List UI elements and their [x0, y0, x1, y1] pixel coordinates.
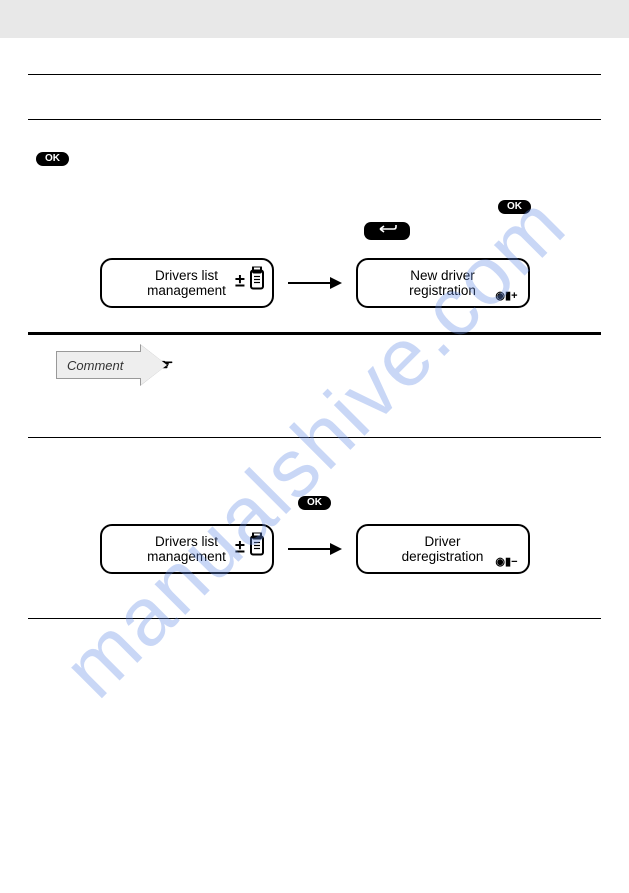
node-deregistration: Driver deregistration ◉▮− — [356, 524, 530, 574]
svg-text:±: ± — [235, 271, 245, 291]
divider — [28, 119, 601, 120]
arrow-icon — [288, 277, 342, 289]
card-plus-icon: ◉▮+ — [495, 289, 517, 302]
ok-button[interactable]: OK — [498, 200, 531, 214]
header-bar — [0, 0, 629, 38]
node-label: Driver deregistration — [402, 534, 484, 565]
node-label: New driver registration — [409, 268, 476, 299]
node-drivers-list: Drivers list management ± — [100, 258, 274, 308]
ok-row-top: OK — [36, 150, 601, 168]
text: management — [147, 283, 226, 298]
node-drivers-list: Drivers list management ± — [100, 524, 274, 574]
arrow-icon — [288, 543, 342, 555]
divider-thick — [28, 332, 601, 335]
back-row — [28, 222, 601, 240]
divider — [28, 437, 601, 438]
comment-callout: Comment ☛ — [56, 343, 601, 387]
text: registration — [409, 283, 476, 298]
ok-button[interactable]: OK — [36, 152, 69, 166]
node-new-driver: New driver registration ◉▮+ — [356, 258, 530, 308]
diagram-row-2: Drivers list management ± Driver — [28, 524, 601, 574]
node-label: Drivers list management — [147, 268, 226, 299]
text: management — [147, 549, 226, 564]
plusminus-icon: ± — [233, 267, 265, 300]
divider — [28, 618, 601, 619]
text: Driver — [425, 534, 461, 549]
comment-label: Comment — [56, 351, 141, 379]
text: deregistration — [402, 549, 484, 564]
card-minus-icon: ◉▮− — [495, 555, 517, 568]
back-button[interactable] — [364, 222, 410, 240]
text: Drivers list — [155, 268, 218, 283]
plusminus-icon: ± — [233, 533, 265, 566]
ok-row-right: OK — [28, 198, 601, 216]
ok-button[interactable]: OK — [298, 496, 331, 510]
node-label: Drivers list management — [147, 534, 226, 565]
text: Drivers list — [155, 534, 218, 549]
svg-text:±: ± — [235, 537, 245, 557]
diagram-row-1: Drivers list management ± New driver — [28, 258, 601, 308]
text: New driver — [410, 268, 475, 283]
page-content: OK OK Drivers list management ± — [0, 38, 629, 619]
ok-row-center: OK — [28, 494, 601, 512]
